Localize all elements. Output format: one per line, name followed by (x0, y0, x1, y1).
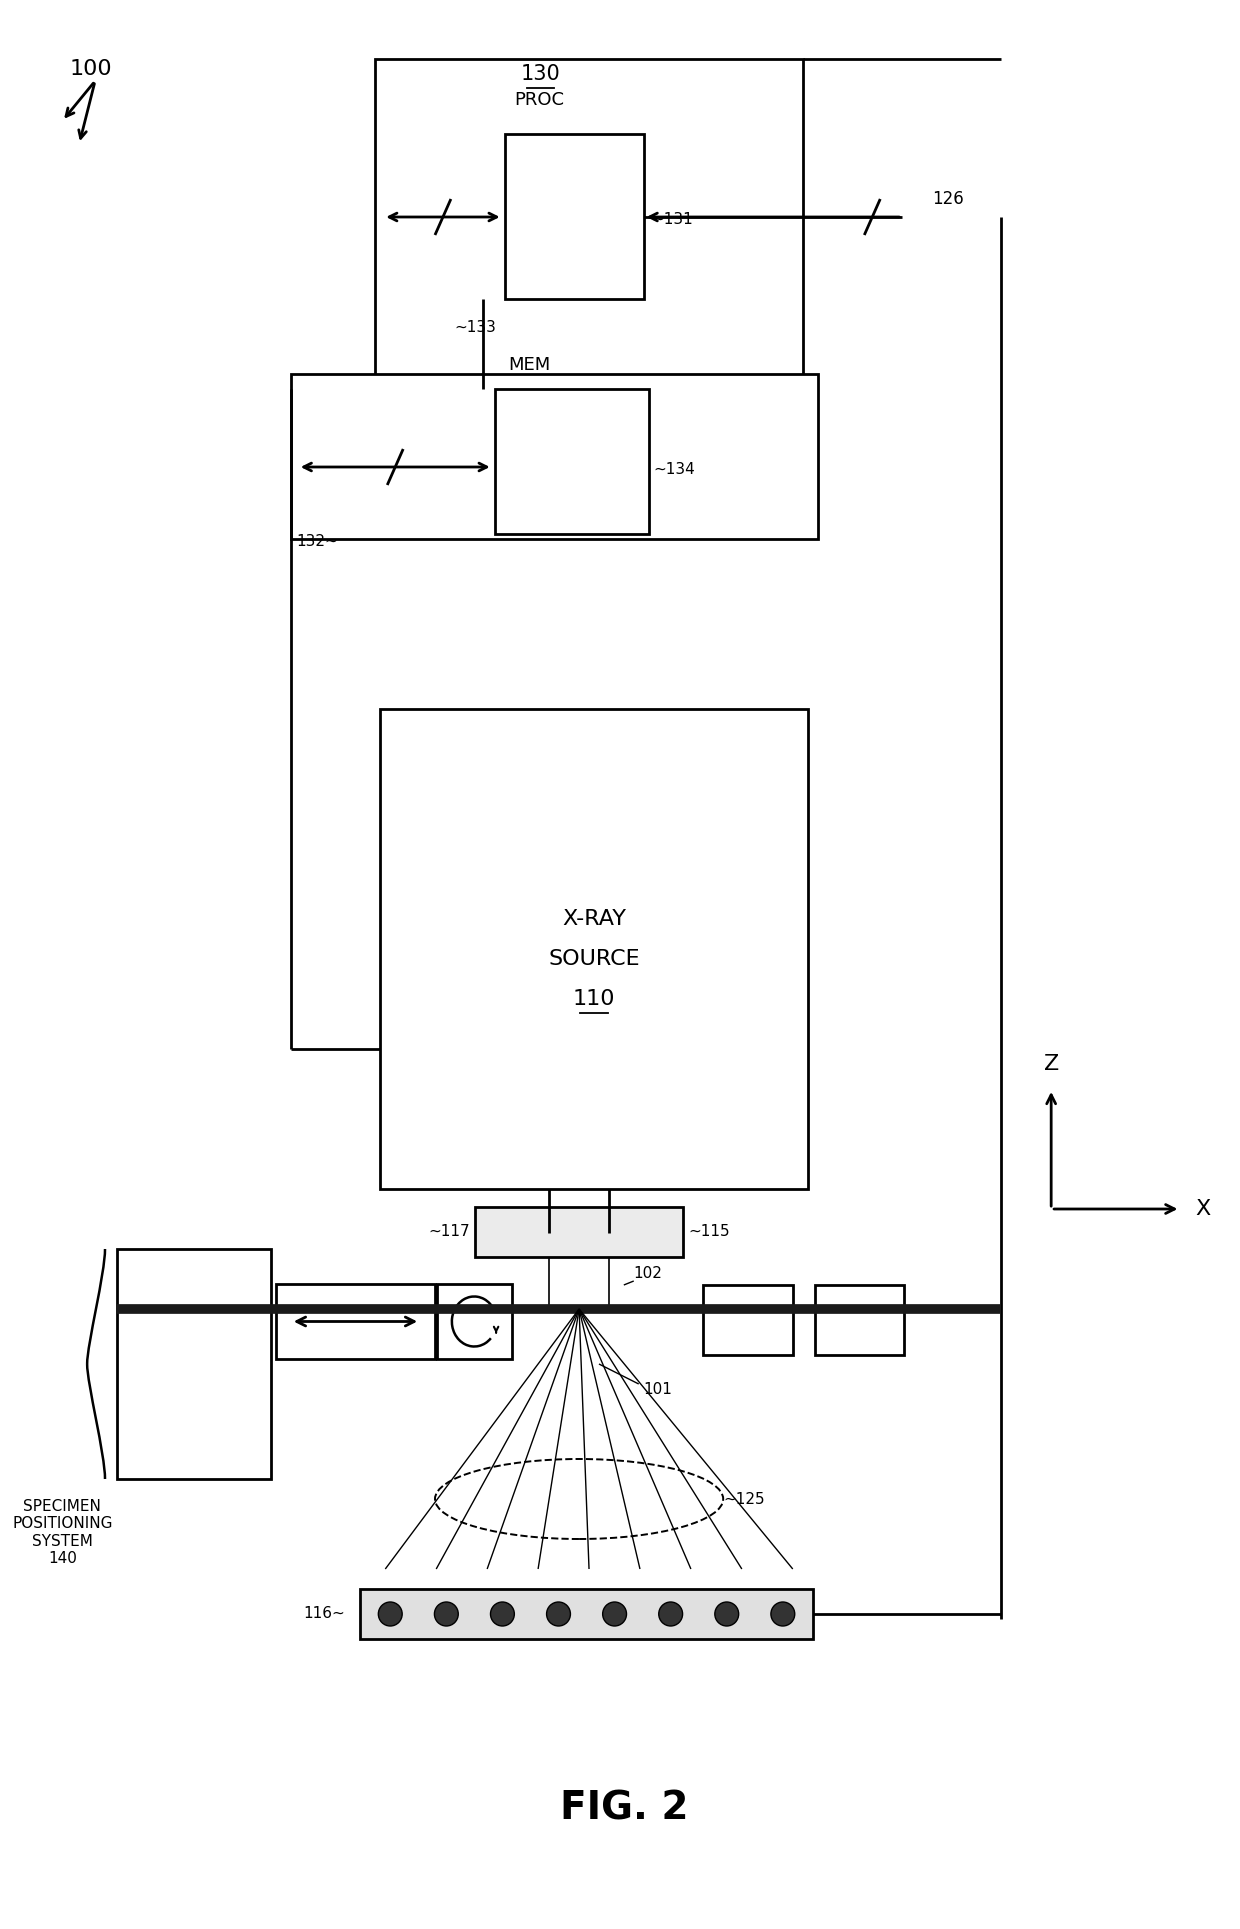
Circle shape (491, 1601, 515, 1626)
Text: ~115: ~115 (688, 1225, 730, 1240)
Bar (815, 1285, 904, 1354)
Text: 116~: 116~ (304, 1607, 346, 1622)
Bar (475, 1208, 683, 1258)
Text: ~117: ~117 (428, 1225, 470, 1240)
Text: MEM: MEM (508, 357, 551, 374)
Circle shape (547, 1601, 570, 1626)
Text: 110: 110 (573, 990, 615, 1009)
Text: ~131: ~131 (652, 212, 693, 226)
Text: 102: 102 (634, 1265, 662, 1281)
Text: FIG. 2: FIG. 2 (559, 1790, 688, 1829)
Circle shape (771, 1601, 795, 1626)
Circle shape (434, 1601, 459, 1626)
Bar (117, 1248, 272, 1480)
Bar (703, 1285, 792, 1354)
Text: 126: 126 (932, 189, 963, 208)
Text: 130: 130 (521, 64, 560, 85)
Bar (361, 1589, 812, 1640)
Bar (495, 390, 649, 534)
Text: ~133: ~133 (455, 320, 497, 334)
Text: 100: 100 (69, 60, 112, 79)
Circle shape (714, 1601, 739, 1626)
Text: SPECIMEN
POSITIONING
SYSTEM
140: SPECIMEN POSITIONING SYSTEM 140 (12, 1499, 113, 1566)
Bar (505, 133, 644, 299)
Text: SOURCE: SOURCE (548, 949, 640, 968)
Circle shape (603, 1601, 626, 1626)
Bar (436, 1285, 512, 1360)
Text: ~125: ~125 (723, 1491, 765, 1507)
Bar (291, 374, 817, 538)
Circle shape (378, 1601, 402, 1626)
Text: ~134: ~134 (653, 461, 696, 476)
Text: Z: Z (1044, 1053, 1059, 1074)
Bar (376, 60, 802, 390)
Text: 101: 101 (644, 1381, 672, 1397)
Bar (277, 1285, 435, 1360)
Circle shape (658, 1601, 682, 1626)
Bar (381, 710, 807, 1188)
Text: X: X (1195, 1200, 1210, 1219)
Text: 132~: 132~ (296, 534, 337, 550)
Text: X-RAY: X-RAY (562, 909, 626, 930)
Text: PROC: PROC (515, 91, 564, 110)
